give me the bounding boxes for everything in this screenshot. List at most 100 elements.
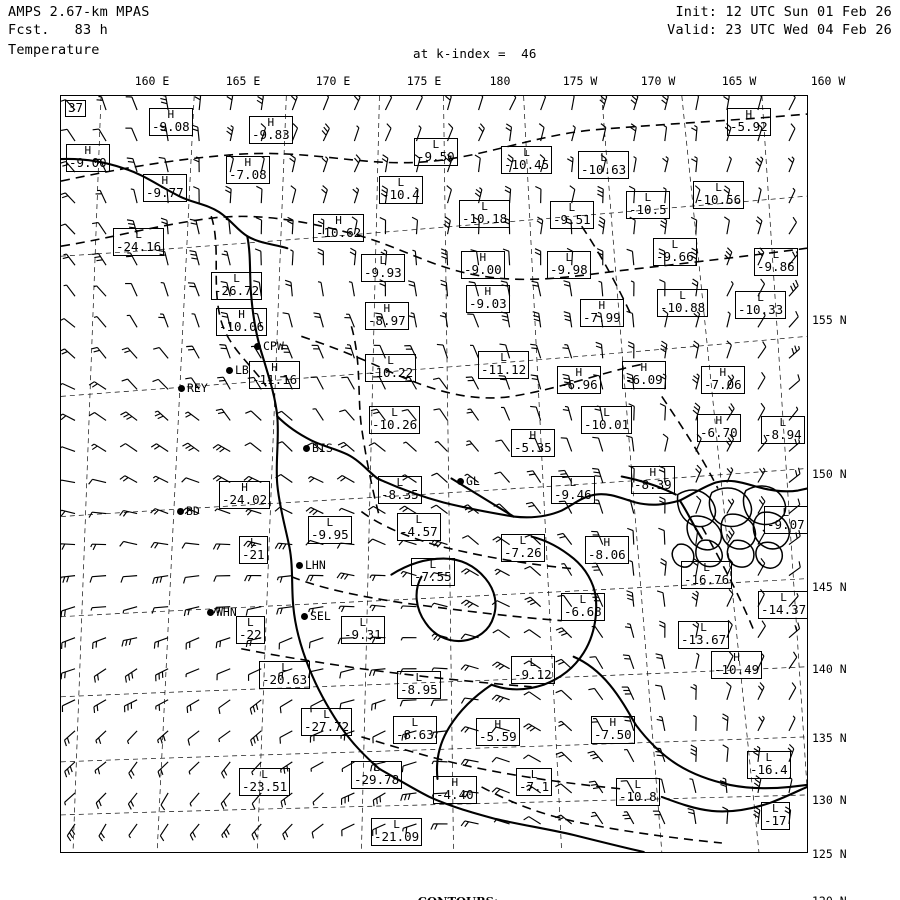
extremum-type: L <box>429 558 437 571</box>
extremum-box: L -21 <box>239 536 268 564</box>
extremum-box: L -9.95 <box>308 516 352 544</box>
lon-tick-6: 170 W <box>640 74 676 88</box>
lat-tick-0: 155 N <box>812 313 847 327</box>
extremum-value: -11.12 <box>481 362 527 377</box>
extremum-box: H -7.99 <box>580 299 624 327</box>
field-name: Temperature <box>8 42 100 58</box>
extremum-type: L <box>565 251 573 264</box>
extremum-box: L -7.55 <box>411 558 455 586</box>
extremum-box: H -6.70 <box>697 414 741 442</box>
extremum-type: H <box>484 285 492 298</box>
extremum-type: L <box>411 716 419 729</box>
extremum-value: -24.02 <box>222 492 268 507</box>
lon-tick-7: 165 W <box>721 74 757 88</box>
wind-barbs <box>61 96 801 842</box>
extremum-value: -10.18 <box>462 211 508 226</box>
extremum-box: L -9.66 <box>653 238 697 266</box>
extremum-value: -8.97 <box>368 313 406 328</box>
station-dot-icon <box>177 508 184 515</box>
extremum-value: -8.39 <box>634 477 672 492</box>
lat-tick-7: 120 N <box>812 894 847 900</box>
extremum-type: H <box>640 361 648 374</box>
extremum-box: H -10.49 <box>711 651 763 679</box>
extremum-box: L -21.09 <box>371 818 423 846</box>
extremum-box: L -10.33 <box>735 291 787 319</box>
extremum-type: H <box>719 366 727 379</box>
station-dot-icon <box>296 562 303 569</box>
extremum-type: H <box>84 144 92 157</box>
extremum-box: H -4.40 <box>433 776 477 804</box>
extremum-box: H -11.16 <box>249 361 301 389</box>
extremum-value: -5.59 <box>479 729 517 744</box>
lat-tick-5: 130 N <box>812 793 847 807</box>
extremum-box: L -8.35 <box>378 476 422 504</box>
extremum-value: -10.88 <box>660 300 706 315</box>
extremum-type: L <box>246 616 254 629</box>
extremum-type: L <box>700 621 707 634</box>
extremum-value: -9.50 <box>417 149 455 164</box>
extremum-type: L <box>359 616 367 629</box>
extremum-box: L -9.51 <box>550 201 594 229</box>
extremum-box: L -7.26 <box>501 534 545 562</box>
extremum-value: -9.46 <box>554 487 592 502</box>
extremum-box: L -24.16 <box>113 228 165 256</box>
extremum-box: L -29.78 <box>351 761 403 789</box>
extremum-type: L <box>634 778 642 791</box>
extremum-box: H -10.06 <box>216 308 268 336</box>
extremum-value: -6.96 <box>560 377 598 392</box>
extremum-type: L <box>671 238 679 251</box>
extremum-type: L <box>391 406 398 419</box>
extremum-value: -9.51 <box>553 212 591 227</box>
extremum-value: -8.06 <box>588 547 626 562</box>
extremum-box: L -16.4 <box>747 751 791 779</box>
extremum-box: H -7.08 <box>226 156 270 184</box>
extremum-value: -7.99 <box>583 310 621 325</box>
extremum-box: L -23.51 <box>239 768 291 796</box>
extremum-type: H <box>241 481 248 494</box>
lon-tick-4: 180 <box>489 74 511 88</box>
extremum-type: H <box>598 299 606 312</box>
extremum-value: -17 <box>764 813 787 828</box>
extremum-type: L <box>579 593 587 606</box>
station-id-label: SEL <box>310 609 331 623</box>
lon-tick-0: 160 E <box>134 74 170 88</box>
extremum-value: -9.08 <box>152 119 190 134</box>
extremum-value: -9.00 <box>464 262 502 277</box>
extremum-box: L -10.18 <box>459 200 511 228</box>
map-plot-area: 37 H -9.08 H -9.83 H -5.92 H -9.00 L -9.50 L -10.45… <box>60 95 808 853</box>
extremum-type: L <box>249 536 257 549</box>
extremum-box: L -10.01 <box>581 406 633 434</box>
extremum-box: L -16.76 <box>681 561 733 589</box>
extremum-value: -29.78 <box>354 772 400 787</box>
extremum-type: L <box>326 516 334 529</box>
extremum-value: -26.72 <box>214 283 260 298</box>
extremum-box: L -10.45 <box>501 146 553 174</box>
extremum-type: L <box>765 751 773 764</box>
extremum-type: L <box>397 176 405 189</box>
extremum-type: L <box>323 708 330 721</box>
model-title: AMPS 2.67-km MPAS <box>8 4 150 20</box>
extremum-box: L -27.72 <box>301 708 353 736</box>
extremum-value: -4.40 <box>436 787 474 802</box>
map-graphics <box>61 96 807 852</box>
extremum-box: H -9.03 <box>466 285 510 313</box>
extremum-type: H <box>238 308 245 321</box>
station-id-label: CPW <box>263 339 284 353</box>
extremum-value: -10.8 <box>619 789 657 804</box>
extremum-box: L -9.86 <box>754 248 798 276</box>
lat-tick-1: 150 N <box>812 467 847 481</box>
corner-value-box: 37 <box>65 100 87 117</box>
extremum-value: -10.22 <box>368 365 414 380</box>
extremum-value: -21 <box>242 547 265 562</box>
station-dot-icon <box>301 613 308 620</box>
extremum-type: L <box>772 248 780 261</box>
extremum-value: -10.45 <box>504 157 550 172</box>
lon-tick-8: 160 W <box>810 74 846 88</box>
extremum-type: H <box>383 302 391 315</box>
extremum-value: -9.77 <box>146 185 184 200</box>
extremum-box: L -8.63 <box>393 716 437 744</box>
extremum-value: -7.06 <box>704 377 742 392</box>
extremum-type: H <box>244 156 252 169</box>
station-dot-icon <box>254 343 261 350</box>
